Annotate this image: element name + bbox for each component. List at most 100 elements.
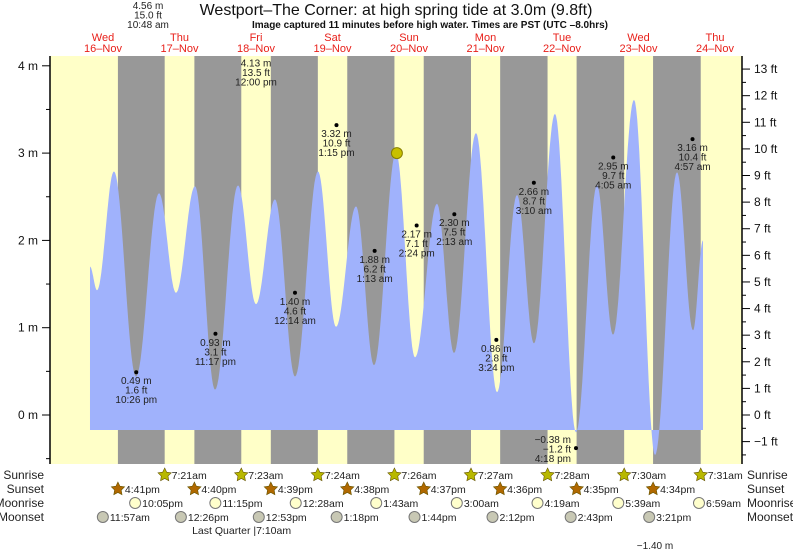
moonset-time: 3:21pm xyxy=(656,512,691,524)
date-label: 21–Nov xyxy=(467,43,505,55)
moonrise-moon-icon xyxy=(450,497,463,509)
tide-extreme-label: −1.2 ft xyxy=(543,445,571,456)
tide-extreme-label: 2.17 m xyxy=(401,230,432,241)
moonset-row-label-right: Moonset xyxy=(747,510,793,524)
sunset-star-icon xyxy=(492,481,508,496)
moonset-time: 2:12pm xyxy=(500,512,535,524)
moonset-moon-icon xyxy=(252,511,265,523)
moonrise-moon-icon xyxy=(129,497,142,509)
moonset-time: 12:26pm xyxy=(188,512,229,524)
left-tick-label: 4 m xyxy=(18,59,38,73)
sunrise-star-icon xyxy=(157,467,172,482)
tide-extreme-label: 1:15 pm xyxy=(318,148,354,159)
tide-extreme-label: −0.38 m xyxy=(535,435,571,446)
tide-extreme-label: 7.5 ft xyxy=(443,228,465,239)
moonrise-time: 12:28am xyxy=(303,498,344,510)
sunrise-time: 7:21am xyxy=(172,470,207,482)
tide-extreme-label: 3:10 am xyxy=(516,206,552,217)
right-tick-label: 12 ft xyxy=(754,89,778,103)
moonset-moon-icon xyxy=(643,511,656,523)
sunset-star-icon xyxy=(263,481,279,496)
tide-extreme-label: 1.6 ft xyxy=(125,386,147,397)
tide-extreme-dot xyxy=(690,137,695,142)
date-label: 17–Nov xyxy=(161,43,199,55)
sunrise-star-icon xyxy=(310,467,326,482)
tide-extreme-label: 15.0 ft xyxy=(134,11,162,22)
sunset-star-icon xyxy=(416,481,432,496)
sunrise-star-icon xyxy=(233,467,249,482)
tide-extreme-label: 8.7 ft xyxy=(523,196,545,207)
date-label: 18–Nov xyxy=(237,43,275,55)
right-tick-label: 11 ft xyxy=(754,115,777,129)
tide-water-fill xyxy=(89,99,704,456)
day-of-week-label: Mon xyxy=(475,32,496,44)
moonset-moon-icon xyxy=(330,511,343,523)
day-of-week-label: Tue xyxy=(553,32,572,44)
day-of-week-label: Wed xyxy=(627,32,649,44)
tide-extreme-label: 6.2 ft xyxy=(364,264,386,275)
tide-extreme-label: 1.88 m xyxy=(359,255,390,266)
moonrise-time: 3:00am xyxy=(464,498,499,510)
moonrise-row-label-right: Moonrise xyxy=(747,496,793,510)
moonset-time: 11:57am xyxy=(110,512,150,524)
day-of-week-label: Thu xyxy=(706,32,725,44)
tide-extreme-label: 2.8 ft xyxy=(485,353,507,364)
moonrise-moon-icon xyxy=(692,497,705,509)
sunrise-star-icon xyxy=(693,467,709,482)
tide-extreme-dot xyxy=(531,180,536,185)
tide-extreme-dot xyxy=(213,331,218,336)
right-tick-label: 0 ft xyxy=(754,408,771,422)
right-tick-label: 2 ft xyxy=(754,355,771,369)
left-tick-label: 2 m xyxy=(18,233,38,247)
date-label: 24–Nov xyxy=(696,43,734,55)
tide-extreme-label: 10.9 ft xyxy=(323,139,351,150)
tide-extreme-label: −1.40 m xyxy=(637,541,673,550)
left-tick-label: 3 m xyxy=(18,146,38,160)
current-tide-marker xyxy=(390,147,403,160)
tide-extreme-label: 4.13 m xyxy=(241,58,272,69)
moonrise-time: 6:59am xyxy=(706,498,741,510)
day-of-week-label: Thu xyxy=(170,32,189,44)
tide-extreme-label: 12:00 pm xyxy=(235,77,277,88)
tide-extreme-label: 7.1 ft xyxy=(406,239,428,250)
sunset-star-icon xyxy=(645,481,661,496)
tide-extreme-label: 11:17 pm xyxy=(195,357,236,368)
sunset-time: 4:40pm xyxy=(201,484,236,496)
right-tick-label: 9 ft xyxy=(754,169,771,183)
tide-extreme-label: 10:26 pm xyxy=(115,395,157,406)
moonrise-time: 11:15pm xyxy=(222,498,262,510)
moonrise-moon-icon xyxy=(612,497,625,509)
sunrise-time: 7:26am xyxy=(401,470,436,482)
chart-title: Westport–The Corner: at high spring tide… xyxy=(200,2,593,19)
tide-extreme-label: 2.95 m xyxy=(598,161,629,172)
tide-extreme-dot xyxy=(573,446,578,451)
moonset-time: 1:44pm xyxy=(422,512,457,524)
sunset-row-label-right: Sunset xyxy=(747,482,785,496)
tide-extreme-dot xyxy=(134,370,139,375)
tide-extreme-label: 10:48 am xyxy=(127,20,169,31)
tide-extreme-label: 13.5 ft xyxy=(242,68,270,79)
moonset-time: 2:43pm xyxy=(578,512,613,524)
moonrise-time: 1:43am xyxy=(383,498,418,510)
right-tick-label: 13 ft xyxy=(754,62,778,76)
tide-extreme-label: 3:24 pm xyxy=(478,363,514,374)
tide-extreme-label: 2.66 m xyxy=(519,187,550,198)
tide-extreme-dot xyxy=(414,223,419,228)
moonrise-moon-icon xyxy=(209,497,222,509)
moonset-row-label-left: Moonset xyxy=(0,510,45,524)
sunset-star-icon xyxy=(110,481,126,496)
sunrise-time: 7:28am xyxy=(555,470,590,482)
sunrise-star-icon xyxy=(463,467,479,482)
date-label: 20–Nov xyxy=(390,43,428,55)
left-tick-label: 1 m xyxy=(18,321,38,335)
tide-extreme-label: 12:14 am xyxy=(274,316,316,327)
moonrise-row-label-left: Moonrise xyxy=(0,496,44,510)
right-tick-label: 7 ft xyxy=(754,222,771,236)
sunrise-time: 7:23am xyxy=(248,470,283,482)
right-tick-label: 10 ft xyxy=(754,142,778,156)
moonrise-moon-icon xyxy=(289,497,302,509)
date-label: 22–Nov xyxy=(543,43,581,55)
tide-extreme-label: 0.86 m xyxy=(481,344,512,355)
